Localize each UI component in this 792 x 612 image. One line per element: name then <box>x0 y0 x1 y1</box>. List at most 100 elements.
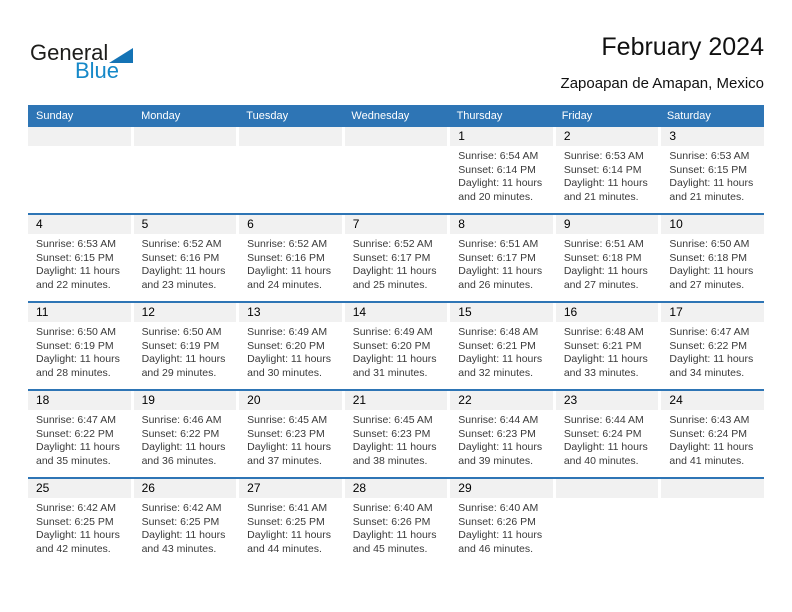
calendar-grid: 1 Sunrise: 6:54 AM Sunset: 6:14 PM Daylight… <box>28 127 764 565</box>
empty-day-cell <box>28 127 131 213</box>
day-number-band: 26 <box>133 479 237 498</box>
detail-line: Sunrise: 6:54 AM <box>458 150 539 162</box>
weekday-header-tuesday: Tuesday <box>246 110 289 122</box>
detail-line: Sunrise: 6:47 AM <box>669 326 750 338</box>
detail-line: Daylight: 11 hours <box>563 177 648 189</box>
detail-line: Daylight: 11 hours <box>458 529 543 541</box>
detail-line: and 21 minutes. <box>669 190 745 203</box>
day-cell: 14 Sunrise: 6:49 AM Sunset: 6:20 PM Dayligh… <box>344 303 448 389</box>
day-details: Sunrise: 6:40 AM Sunset: 6:26 PM Daylight:… <box>345 498 448 556</box>
detail-line: Sunset: 6:16 PM <box>247 251 325 264</box>
day-number-band: 17 <box>661 303 764 322</box>
detail-line: Sunset: 6:20 PM <box>352 339 431 352</box>
detail-line: Sunset: 6:16 PM <box>141 251 220 264</box>
empty-day-cell <box>661 479 764 565</box>
day-number-band: 5 <box>133 215 237 234</box>
day-details: Sunrise: 6:42 AM Sunset: 6:25 PM Daylight:… <box>28 498 131 556</box>
logo-triangle-icon <box>109 48 134 63</box>
detail-line: Daylight: 11 hours <box>563 353 648 365</box>
day-cell: 10 Sunrise: 6:50 AM Sunset: 6:18 PM Dayligh… <box>661 215 764 301</box>
weekday-header-saturday: Saturday <box>666 110 711 122</box>
day-cell: 25 Sunrise: 6:42 AM Sunset: 6:25 PM Dayligh… <box>28 479 131 565</box>
day-number: 16 <box>563 305 578 319</box>
detail-line: Daylight: 11 hours <box>563 441 648 453</box>
day-number-band: 15 <box>450 303 553 322</box>
day-number: 27 <box>247 481 261 495</box>
logo-text-general: General <box>30 40 109 65</box>
page-title: February 2024 <box>601 33 764 61</box>
day-number: 4 <box>36 217 43 231</box>
day-number-band: 4 <box>28 215 131 234</box>
day-number-band: 13 <box>239 303 342 322</box>
day-number: 15 <box>458 305 472 319</box>
day-cell: 28 Sunrise: 6:40 AM Sunset: 6:26 PM Dayligh… <box>344 479 448 565</box>
day-cell: 19 Sunrise: 6:46 AM Sunset: 6:22 PM Dayligh… <box>133 391 237 477</box>
day-number-band <box>239 127 342 146</box>
detail-line: Sunset: 6:25 PM <box>247 515 325 528</box>
detail-line: Daylight: 11 hours <box>141 529 226 541</box>
day-details: Sunrise: 6:52 AM Sunset: 6:16 PM Daylight:… <box>134 234 237 292</box>
detail-line: Sunrise: 6:53 AM <box>669 150 750 162</box>
detail-line: Sunset: 6:24 PM <box>669 427 748 440</box>
detail-line: Daylight: 11 hours <box>141 353 226 365</box>
day-cell: 4 Sunrise: 6:53 AM Sunset: 6:15 PM Daylight… <box>28 215 131 301</box>
day-cell: 24 Sunrise: 6:43 AM Sunset: 6:24 PM Dayligh… <box>661 391 764 477</box>
day-details: Sunrise: 6:44 AM Sunset: 6:24 PM Daylight:… <box>556 410 659 468</box>
detail-line: Sunrise: 6:48 AM <box>458 326 539 338</box>
detail-line: Sunset: 6:23 PM <box>247 427 325 440</box>
day-number-band: 23 <box>555 391 659 410</box>
general-blue-logo: General Blue <box>30 40 134 84</box>
day-number: 29 <box>458 481 472 495</box>
title-block: February 2024 Zapoapan de Amapan, Mexico <box>561 33 764 92</box>
day-details: Sunrise: 6:49 AM Sunset: 6:20 PM Daylight:… <box>345 322 448 380</box>
detail-line: Sunrise: 6:44 AM <box>563 414 644 426</box>
week-row: 1 Sunrise: 6:54 AM Sunset: 6:14 PM Daylight… <box>28 127 764 213</box>
detail-line: Sunrise: 6:51 AM <box>563 238 644 250</box>
day-number: 14 <box>352 305 367 319</box>
detail-line: and 39 minutes. <box>458 454 533 467</box>
day-number-band: 29 <box>450 479 553 498</box>
empty-day-cell <box>239 127 342 213</box>
detail-line: Daylight: 11 hours <box>141 265 226 277</box>
day-number-band: 16 <box>555 303 659 322</box>
detail-line: Sunset: 6:24 PM <box>563 427 642 440</box>
detail-line: Sunset: 6:19 PM <box>36 339 114 352</box>
weekday-header-row: Sunday Monday Tuesday Wednesday Thursday… <box>28 105 764 127</box>
day-cell: 21 Sunrise: 6:45 AM Sunset: 6:23 PM Dayligh… <box>344 391 448 477</box>
day-number-band: 3 <box>661 127 764 146</box>
logo-line1: General <box>30 40 134 66</box>
day-number-band <box>28 127 131 146</box>
page-subtitle: Zapoapan de Amapan, Mexico <box>560 75 764 92</box>
detail-line: Daylight: 11 hours <box>458 353 543 365</box>
day-details: Sunrise: 6:42 AM Sunset: 6:25 PM Daylight:… <box>134 498 237 556</box>
day-cell: 11 Sunrise: 6:50 AM Sunset: 6:19 PM Dayligh… <box>28 303 131 389</box>
day-details: Sunrise: 6:52 AM Sunset: 6:16 PM Daylight:… <box>239 234 342 292</box>
detail-line: and 20 minutes. <box>458 190 533 203</box>
weekday-header-thursday: Thursday <box>456 110 503 122</box>
day-cell: 1 Sunrise: 6:54 AM Sunset: 6:14 PM Daylight… <box>450 127 553 213</box>
detail-line: Sunrise: 6:53 AM <box>36 238 116 250</box>
detail-line: Sunrise: 6:43 AM <box>669 414 750 426</box>
day-number: 28 <box>352 481 367 495</box>
day-details: Sunrise: 6:52 AM Sunset: 6:17 PM Daylight:… <box>345 234 448 292</box>
day-cell: 18 Sunrise: 6:47 AM Sunset: 6:22 PM Dayligh… <box>28 391 131 477</box>
day-details: Sunrise: 6:50 AM Sunset: 6:19 PM Daylight:… <box>28 322 131 380</box>
day-cell: 17 Sunrise: 6:47 AM Sunset: 6:22 PM Dayligh… <box>661 303 764 389</box>
day-number: 25 <box>36 481 50 495</box>
detail-line: Daylight: 11 hours <box>458 177 543 189</box>
day-number-band <box>661 479 764 498</box>
detail-line: Daylight: 11 hours <box>352 353 437 365</box>
detail-line: Sunset: 6:14 PM <box>563 163 642 176</box>
week-row: 25 Sunrise: 6:42 AM Sunset: 6:25 PM Dayligh… <box>28 477 764 565</box>
day-number: 24 <box>669 393 683 407</box>
day-details: Sunrise: 6:41 AM Sunset: 6:25 PM Daylight:… <box>239 498 342 556</box>
detail-line: and 37 minutes. <box>247 454 322 467</box>
detail-line: and 34 minutes. <box>669 366 745 379</box>
detail-line: Daylight: 11 hours <box>36 265 120 277</box>
detail-line: Daylight: 11 hours <box>669 441 754 453</box>
detail-line: and 23 minutes. <box>141 278 217 291</box>
day-number: 11 <box>36 305 49 319</box>
detail-line: and 22 minutes. <box>36 278 111 291</box>
detail-line: Sunset: 6:22 PM <box>669 339 748 352</box>
